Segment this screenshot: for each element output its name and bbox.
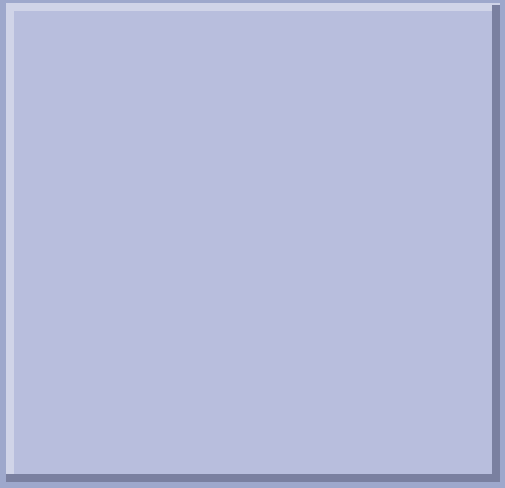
Text: C: C	[248, 398, 259, 413]
Point	[434, 178, 442, 186]
Text: Velocidad (m/s): Velocidad (m/s)	[42, 188, 57, 295]
Text: A: A	[81, 93, 92, 107]
Text: ⇓: ⇓	[20, 310, 36, 329]
Point	[162, 110, 170, 118]
Text: ⇐  Tiempo (s)  ⇒: ⇐ Tiempo (s) ⇒	[226, 455, 340, 469]
Text: F: F	[442, 161, 452, 175]
Title: Gráfica de velocidad versus tiempo: Gráfica de velocidad versus tiempo	[110, 37, 456, 56]
Point	[357, 178, 365, 186]
Point	[279, 382, 287, 389]
Point	[201, 246, 209, 254]
Point	[84, 110, 92, 118]
Text: D: D	[326, 398, 338, 413]
Text: B: B	[159, 93, 170, 107]
Point	[318, 382, 326, 389]
Text: ⇑: ⇑	[20, 154, 36, 173]
Point	[240, 382, 248, 389]
Point	[395, 178, 403, 186]
Text: E: E	[365, 161, 375, 175]
Point	[123, 110, 131, 118]
